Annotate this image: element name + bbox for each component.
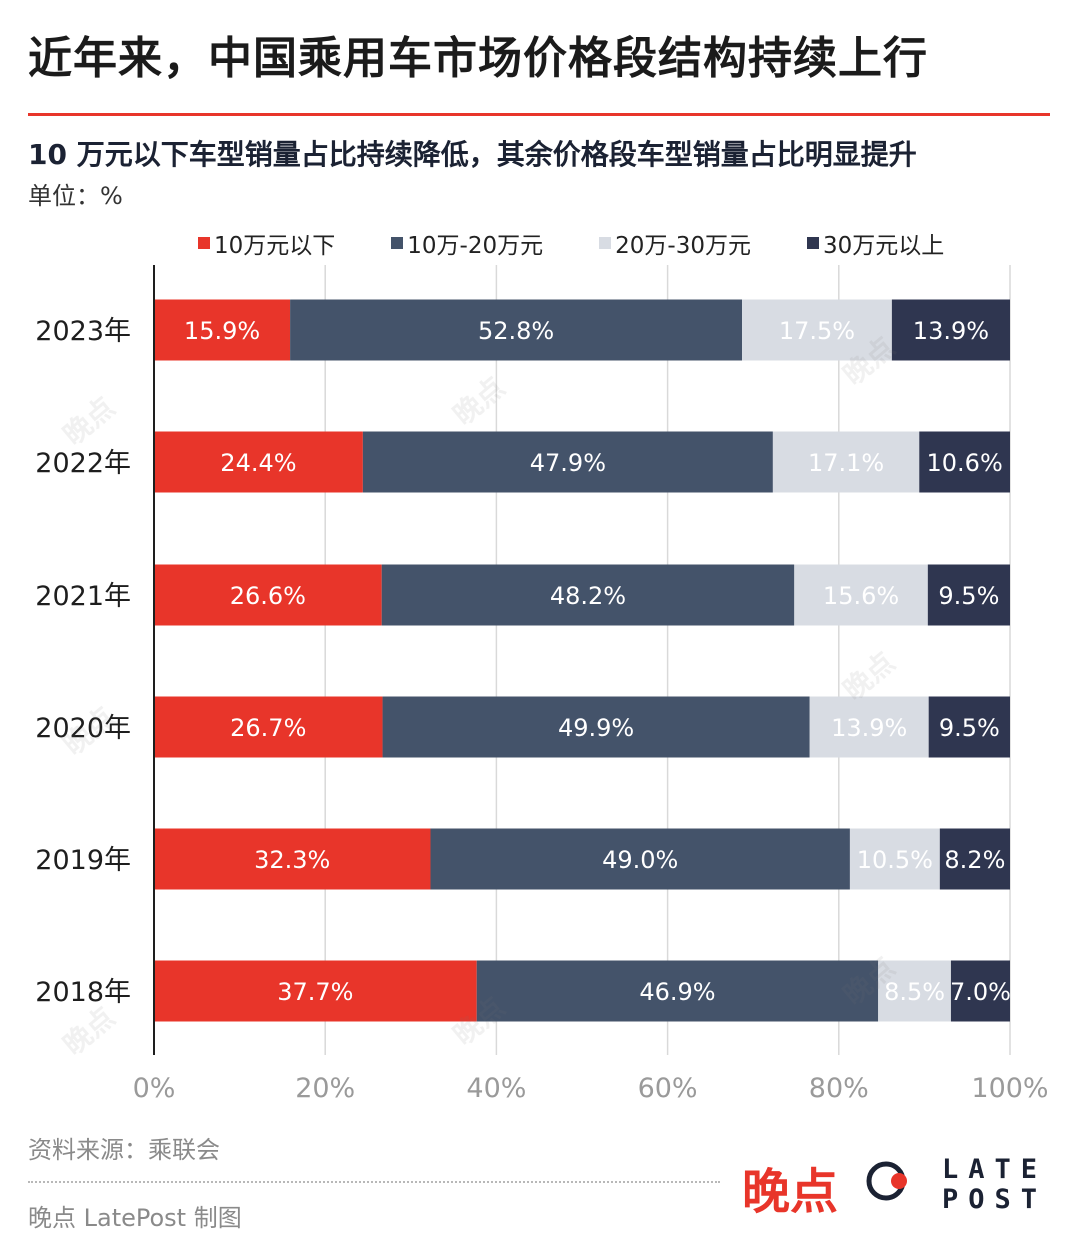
data-label: 10.6% xyxy=(927,449,1003,477)
data-label: 37.7% xyxy=(277,978,353,1006)
bar-segment xyxy=(891,299,1010,361)
dotted-divider xyxy=(28,1181,720,1183)
data-label: 17.1% xyxy=(808,449,884,477)
legend-item-under-10w: 10万元以下 xyxy=(198,226,335,260)
chart-title: 近年来，中国乘用车市场价格段结构持续上行 xyxy=(28,33,928,84)
y-tick-label: 2022年 xyxy=(35,448,131,479)
logo-text-cn: 晚点 xyxy=(742,1164,839,1220)
bar-segment xyxy=(927,564,1010,626)
data-label: 7.0% xyxy=(950,978,1011,1006)
bar-segment xyxy=(849,828,940,890)
data-label: 9.5% xyxy=(938,582,999,610)
data-label: 13.9% xyxy=(913,317,989,345)
data-label: 47.9% xyxy=(530,449,606,477)
bar-segment xyxy=(809,696,929,758)
data-label: 8.2% xyxy=(944,846,1005,874)
bar-segment xyxy=(939,828,1010,890)
legend-swatch xyxy=(391,237,404,249)
title-divider xyxy=(28,113,1050,116)
data-label: 49.0% xyxy=(602,846,678,874)
bar-segment xyxy=(919,431,1010,493)
y-tick-label: 2020年 xyxy=(35,713,131,744)
data-label: 49.9% xyxy=(558,714,634,742)
data-label: 9.5% xyxy=(939,714,1000,742)
credit-note: 晚点 LatePost 制图 xyxy=(28,1204,242,1232)
legend: 10万元以下 10万-20万元 20万-30万元 30万元以上 xyxy=(198,226,1000,260)
data-label: 52.8% xyxy=(478,317,554,345)
data-label: 15.6% xyxy=(823,582,899,610)
legend-swatch xyxy=(599,237,612,249)
bar-segment xyxy=(382,696,810,758)
bar-segment xyxy=(950,960,1010,1022)
data-label: 26.7% xyxy=(230,714,306,742)
legend-label: 10万-20万元 xyxy=(407,233,544,259)
bar-segment xyxy=(476,960,879,1022)
source-note: 资料来源：乘联会 xyxy=(28,1136,220,1164)
data-label: 10.5% xyxy=(857,846,933,874)
data-label: 48.2% xyxy=(550,582,626,610)
bar-segment xyxy=(772,431,920,493)
logo-text-late: LATE xyxy=(942,1154,1048,1185)
x-tick-label: 0% xyxy=(133,1073,176,1104)
latepost-logo: 晚点 LATE POST xyxy=(742,1150,1062,1220)
bar-segment xyxy=(290,299,743,361)
x-tick-label: 20% xyxy=(295,1073,355,1104)
x-tick-label: 100% xyxy=(971,1073,1048,1104)
legend-label: 20万-30万元 xyxy=(615,233,751,259)
legend-item-over-30w: 30万元以上 xyxy=(806,226,945,260)
y-tick-label: 2018年 xyxy=(35,977,131,1008)
bar-segment xyxy=(742,299,892,361)
unit-label: 单位：% xyxy=(28,182,123,210)
bar-segment xyxy=(154,431,363,493)
data-label: 15.9% xyxy=(184,317,260,345)
y-tick-label: 2021年 xyxy=(35,581,131,612)
legend-swatch xyxy=(806,237,819,249)
legend-label: 10万元以下 xyxy=(214,233,336,259)
logo-ring-icon xyxy=(866,1161,907,1201)
bar-segment xyxy=(154,960,477,1022)
bar-segment xyxy=(154,564,382,626)
legend-swatch xyxy=(198,237,210,249)
legend-item-10w-20w: 10万-20万元 xyxy=(391,226,543,260)
chart-subtitle: 10 万元以下车型销量占比持续降低，其余价格段车型销量占比明显提升 xyxy=(28,138,917,171)
bar-segment xyxy=(928,696,1010,758)
logo-text-post: POST xyxy=(942,1184,1048,1215)
x-tick-label: 60% xyxy=(638,1073,698,1104)
bar-segment xyxy=(794,564,928,626)
bar-segment xyxy=(154,828,431,890)
bar-segment xyxy=(154,299,291,361)
bar-segment xyxy=(878,960,951,1022)
x-tick-label: 40% xyxy=(466,1073,526,1104)
data-label: 46.9% xyxy=(639,978,715,1006)
bar-segment xyxy=(362,431,773,493)
bar-segment xyxy=(430,828,850,890)
data-label: 26.6% xyxy=(230,582,306,610)
data-label: 32.3% xyxy=(254,846,330,874)
x-tick-label: 80% xyxy=(809,1073,869,1104)
legend-item-20w-30w: 20万-30万元 xyxy=(599,226,751,260)
data-label: 8.5% xyxy=(884,978,945,1006)
y-tick-label: 2023年 xyxy=(35,316,131,347)
data-label: 24.4% xyxy=(220,449,296,477)
bar-segment xyxy=(381,564,795,626)
legend-label: 30万元以上 xyxy=(822,233,945,259)
bar-segment xyxy=(154,696,383,758)
data-label: 13.9% xyxy=(831,714,907,742)
data-label: 17.5% xyxy=(779,317,855,345)
y-tick-label: 2019年 xyxy=(35,845,131,876)
